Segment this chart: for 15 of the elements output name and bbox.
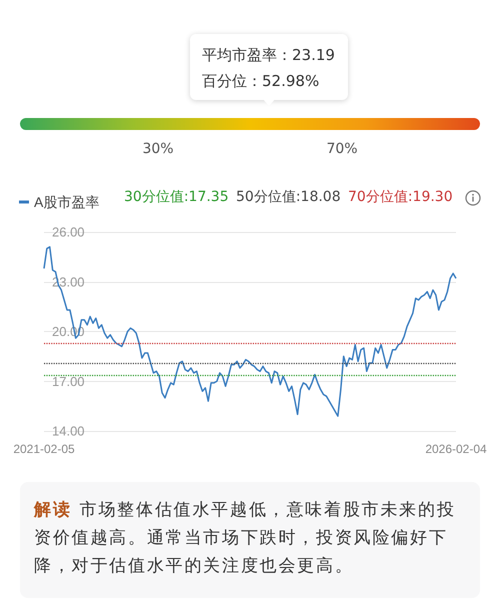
x-tick-label: 2026-02-04 — [425, 442, 488, 456]
y-tick-label: 26.00 — [52, 224, 85, 240]
ref-line-label: 50分位值:18.08 — [236, 189, 341, 205]
line-series — [43, 246, 457, 417]
ref-line-label: 30分位值:17.35 — [124, 189, 229, 205]
text: 解读 — [34, 500, 72, 520]
text: 70% — [325, 141, 359, 157]
ref-line-label: 70分位值:19.30 — [348, 189, 453, 205]
x-tick-label: 2021-02-05 — [13, 442, 76, 456]
text: 30% — [141, 141, 175, 157]
text: 百分位：52.98% — [202, 71, 320, 92]
y-tick-label: 14.00 — [52, 424, 85, 438]
legend-label: A股市盈率 — [34, 194, 100, 210]
text: 平均市盈率：23.19 — [202, 45, 336, 66]
y-tick-label: 17.00 — [52, 374, 85, 389]
